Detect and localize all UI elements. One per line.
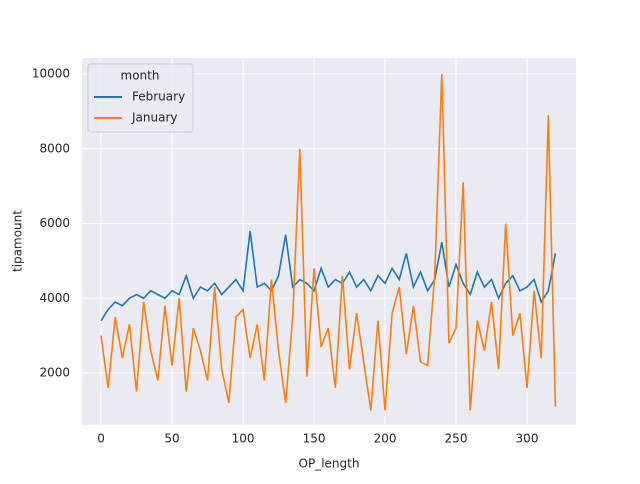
series-line — [100, 73, 557, 411]
y-tick-label: 2000 — [39, 366, 70, 380]
x-tick-label: 300 — [516, 432, 539, 446]
x-axis-label: OP_length — [299, 457, 360, 471]
y-tick-label: 6000 — [39, 216, 70, 230]
x-tick-label: 250 — [445, 432, 468, 446]
y-tick-label: 10000 — [32, 66, 70, 80]
y-tick-label: 4000 — [39, 291, 70, 305]
legend-title: month — [121, 69, 160, 83]
legend-label: January — [131, 111, 178, 125]
marks — [100, 73, 557, 411]
x-tick-label: 50 — [164, 432, 179, 446]
y-axis-label: tipamount — [11, 210, 25, 272]
series-line — [100, 230, 557, 322]
legend-box — [87, 63, 194, 133]
x-tick-label: 150 — [303, 432, 326, 446]
legend: month February January — [87, 63, 194, 133]
x-tick-label: 0 — [97, 432, 105, 446]
x-tick-label: 200 — [374, 432, 397, 446]
x-tick-label: 100 — [232, 432, 255, 446]
y-tick-label: 8000 — [39, 141, 70, 155]
legend-label: February — [132, 90, 185, 104]
